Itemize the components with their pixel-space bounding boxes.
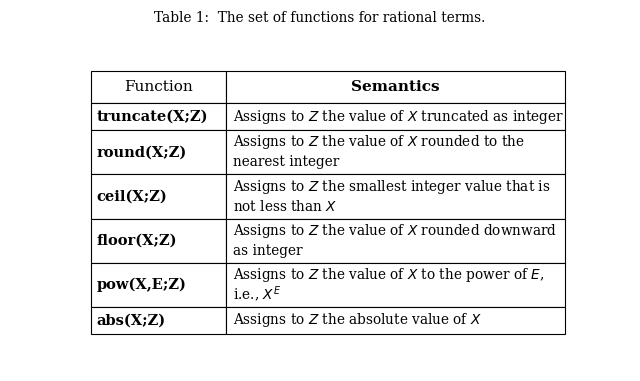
Bar bbox=[91, 263, 226, 307]
Bar bbox=[226, 263, 565, 307]
Text: not less than $X$: not less than $X$ bbox=[234, 199, 338, 214]
Text: Function: Function bbox=[124, 80, 193, 94]
Text: truncate(X;Z): truncate(X;Z) bbox=[97, 110, 209, 124]
Bar bbox=[91, 307, 226, 334]
Text: ceil(X;Z): ceil(X;Z) bbox=[97, 190, 168, 203]
Text: Table 1:  The set of functions for rational terms.: Table 1: The set of functions for ration… bbox=[154, 11, 486, 25]
Text: Assigns to $Z$ the value of $X$ to the power of $E$,: Assigns to $Z$ the value of $X$ to the p… bbox=[234, 266, 545, 284]
Bar bbox=[226, 130, 565, 174]
Text: round(X;Z): round(X;Z) bbox=[97, 146, 187, 159]
Bar bbox=[226, 174, 565, 219]
Text: Assigns to $Z$ the smallest integer value that is: Assigns to $Z$ the smallest integer valu… bbox=[234, 178, 551, 195]
Bar bbox=[226, 104, 565, 130]
Text: pow(X,E;Z): pow(X,E;Z) bbox=[97, 278, 187, 292]
Text: as integer: as integer bbox=[234, 244, 303, 258]
Text: Assigns to $Z$ the absolute value of $X$: Assigns to $Z$ the absolute value of $X$ bbox=[234, 311, 483, 330]
Bar bbox=[91, 174, 226, 219]
Text: floor(X;Z): floor(X;Z) bbox=[97, 234, 177, 248]
Bar bbox=[226, 70, 565, 104]
Text: Assigns to $Z$ the value of $X$ rounded to the: Assigns to $Z$ the value of $X$ rounded … bbox=[234, 133, 525, 152]
Bar bbox=[226, 307, 565, 334]
Bar bbox=[91, 130, 226, 174]
Text: i.e., $X^E$: i.e., $X^E$ bbox=[234, 285, 282, 305]
Bar bbox=[91, 104, 226, 130]
Bar bbox=[91, 219, 226, 263]
Text: Semantics: Semantics bbox=[351, 80, 440, 94]
Bar bbox=[226, 219, 565, 263]
Text: Assigns to $Z$ the value of $X$ rounded downward: Assigns to $Z$ the value of $X$ rounded … bbox=[234, 222, 557, 240]
Bar bbox=[91, 70, 226, 104]
Text: Assigns to $Z$ the value of $X$ truncated as integer: Assigns to $Z$ the value of $X$ truncate… bbox=[234, 108, 564, 126]
Text: abs(X;Z): abs(X;Z) bbox=[97, 314, 166, 327]
Text: nearest integer: nearest integer bbox=[234, 155, 340, 169]
